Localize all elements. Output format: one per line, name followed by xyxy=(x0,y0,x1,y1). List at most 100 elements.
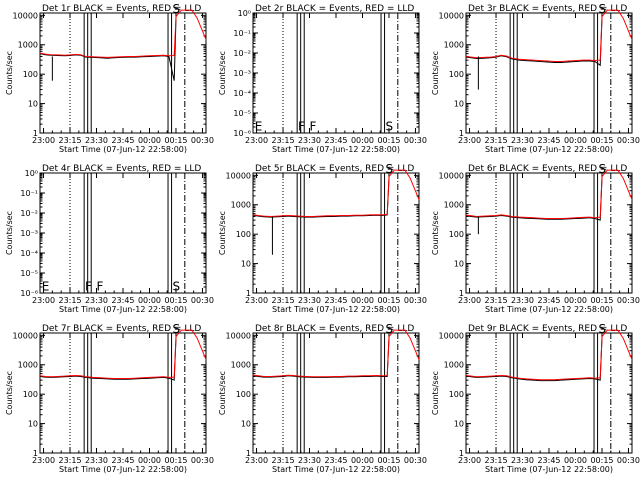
marker-f: F xyxy=(97,279,104,293)
y-tick-label: 10⁻² xyxy=(20,209,38,218)
series-line-lld-tail xyxy=(601,9,633,40)
x-tick-label: 23:45 xyxy=(324,456,347,465)
plot-frame xyxy=(39,12,207,134)
x-tick-label: 23:00 xyxy=(458,136,481,145)
y-tick-label: 1 xyxy=(246,449,251,458)
plot-frame xyxy=(465,332,633,454)
y-axis-label: Counts/sec xyxy=(431,371,440,415)
x-tick-label: 00:30 xyxy=(617,296,640,305)
x-tick-label: 23:00 xyxy=(458,456,481,465)
x-tick-label: 00:00 xyxy=(351,296,374,305)
series-line-events xyxy=(39,18,177,81)
series-line-events xyxy=(39,338,177,381)
marker-s: S xyxy=(598,322,606,336)
plot-frame xyxy=(39,332,207,454)
x-tick-label: 23:30 xyxy=(298,296,321,305)
y-tick-label: 10⁻⁶ xyxy=(20,289,38,298)
x-axis-label: Start Time (07-Jun-12 22:58:00) xyxy=(485,305,613,314)
marker-f: F xyxy=(310,119,317,133)
panel-title: Det 3r BLACK = Events, RED = LLD xyxy=(468,4,627,14)
x-axis-label: Start Time (07-Jun-12 22:58:00) xyxy=(59,145,187,154)
x-tick-label: 23:30 xyxy=(511,456,534,465)
y-tick-label: 100 xyxy=(236,230,251,239)
plot-frame xyxy=(39,172,207,294)
marker-s: S xyxy=(385,162,393,176)
x-tick-label: 00:00 xyxy=(351,456,374,465)
x-tick-label: 00:15 xyxy=(590,136,613,145)
x-tick-label: 00:15 xyxy=(164,296,187,305)
plot-frame xyxy=(465,172,633,294)
x-tick-label: 23:15 xyxy=(271,456,294,465)
panel-6: Det 6r BLACK = Events, RED = LLD 1 10 100 10… xyxy=(431,162,640,314)
y-tick-label: 10⁻³ xyxy=(233,69,251,78)
panel-2: Det 2r BLACK = Events, RED = LLD 10⁻⁶ 10⁻⁵… xyxy=(218,4,427,154)
panel-3: Det 3r BLACK = Events, RED = LLD 1 10 100 10… xyxy=(431,2,640,154)
series-line-lld-tail xyxy=(388,329,420,360)
y-tick-label: 10000 xyxy=(226,331,251,340)
x-tick-label: 23:30 xyxy=(298,456,321,465)
y-tick-label: 1000 xyxy=(444,361,464,370)
y-tick-label: 100 xyxy=(23,390,38,399)
y-axis-label: Counts/sec xyxy=(5,211,14,255)
series-line-lld xyxy=(465,336,603,381)
x-tick-label: 23:00 xyxy=(245,136,268,145)
x-axis-label: Start Time (07-Jun-12 22:58:00) xyxy=(272,465,400,474)
x-tick-label: 00:30 xyxy=(404,296,427,305)
y-tick-label: 10⁻⁵ xyxy=(233,109,251,118)
y-tick-label: 10 xyxy=(454,100,464,109)
x-tick-label: 23:00 xyxy=(32,456,55,465)
x-axis-label: Start Time (07-Jun-12 22:58:00) xyxy=(59,465,187,474)
y-tick-label: 10⁰ xyxy=(238,9,251,18)
y-axis-label: Counts/sec xyxy=(5,371,14,415)
panel-7: Det 7r BLACK = Events, RED = LLD 1 10 100 10… xyxy=(5,322,214,474)
x-tick-label: 23:15 xyxy=(58,136,81,145)
x-tick-label: 00:30 xyxy=(404,136,427,145)
panel-4: Det 4r BLACK = Events, RED = LLD 10⁻⁶ 10⁻⁵… xyxy=(5,164,214,314)
x-tick-label: 23:45 xyxy=(111,456,134,465)
marker-e: E xyxy=(42,279,50,293)
series-line-events xyxy=(465,178,603,221)
y-tick-label: 10 xyxy=(28,100,38,109)
x-tick-label: 23:00 xyxy=(32,136,55,145)
y-axis-label: Counts/sec xyxy=(431,211,440,255)
x-axis-label: Start Time (07-Jun-12 22:58:00) xyxy=(272,305,400,314)
panel-title: Det 1r BLACK = Events, RED = LLD xyxy=(42,4,201,14)
x-tick-label: 00:00 xyxy=(564,456,587,465)
marker-s: S xyxy=(172,322,180,336)
marker-f: F xyxy=(298,119,305,133)
x-axis-label: Start Time (07-Jun-12 22:58:00) xyxy=(485,465,613,474)
x-tick-label: 00:30 xyxy=(191,136,214,145)
y-tick-label: 10000 xyxy=(226,171,251,180)
x-tick-label: 23:30 xyxy=(85,296,108,305)
y-tick-label: 100 xyxy=(23,70,38,79)
y-tick-label: 10 xyxy=(454,260,464,269)
plot-frame xyxy=(252,332,420,454)
x-tick-label: 00:00 xyxy=(138,136,161,145)
x-tick-label: 23:30 xyxy=(511,136,534,145)
series-line-lld xyxy=(252,336,390,378)
x-axis-label: Start Time (07-Jun-12 22:58:00) xyxy=(272,145,400,154)
y-tick-label: 1 xyxy=(33,129,38,138)
x-tick-label: 00:15 xyxy=(590,296,613,305)
y-tick-label: 1000 xyxy=(231,361,251,370)
y-tick-label: 10⁻¹ xyxy=(20,189,38,198)
y-tick-label: 1000 xyxy=(18,361,38,370)
panel-5: Det 5r BLACK = Events, RED = LLD 1 10 100 10… xyxy=(218,162,427,314)
x-tick-label: 23:30 xyxy=(511,296,534,305)
y-tick-label: 1 xyxy=(33,449,38,458)
x-tick-label: 00:00 xyxy=(564,136,587,145)
y-axis-label: Counts/sec xyxy=(218,371,227,415)
x-tick-label: 23:00 xyxy=(32,296,55,305)
x-tick-label: 00:30 xyxy=(191,456,214,465)
y-tick-label: 100 xyxy=(449,390,464,399)
y-tick-label: 100 xyxy=(449,70,464,79)
y-tick-label: 10000 xyxy=(13,11,38,20)
marker-s: S xyxy=(385,322,393,336)
x-tick-label: 23:15 xyxy=(484,136,507,145)
y-tick-label: 1 xyxy=(459,289,464,298)
x-tick-label: 00:30 xyxy=(617,456,640,465)
x-tick-label: 23:45 xyxy=(111,136,134,145)
y-axis-label: Counts/sec xyxy=(218,211,227,255)
panel-title: Det 8r BLACK = Events, RED = LLD xyxy=(255,324,414,334)
x-tick-label: 23:15 xyxy=(484,296,507,305)
